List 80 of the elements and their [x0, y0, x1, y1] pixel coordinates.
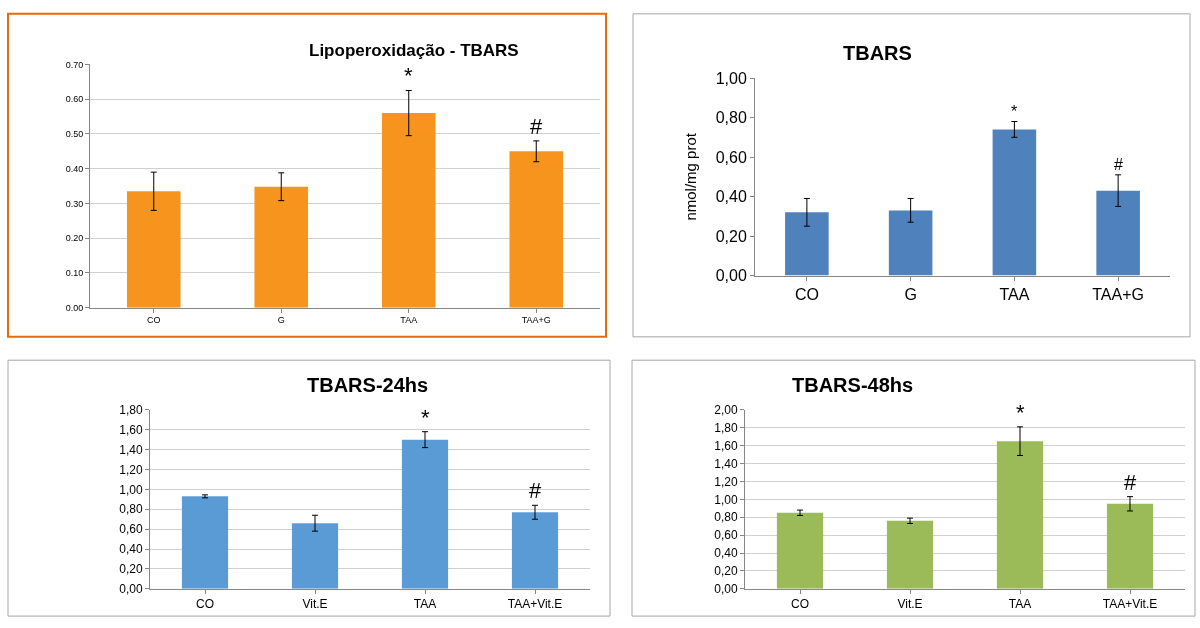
y-tick-label: 1,20 [119, 462, 143, 477]
x-tick-label: G [904, 285, 917, 303]
chart-title: Lipoperoxidação - TBARS [309, 41, 519, 60]
y-tick-label: 1,00 [119, 482, 143, 497]
bar [992, 129, 1037, 276]
x-tick-label: CO [791, 597, 809, 612]
bar [181, 496, 229, 589]
annotation: * [421, 405, 430, 430]
annotation: # [1114, 156, 1123, 173]
x-tick-label: CO [196, 597, 214, 612]
y-tick-label: 1,40 [119, 442, 143, 457]
bar [126, 191, 181, 308]
y-tick-label: 0,00 [715, 267, 747, 285]
y-tick-label: 0.00 [65, 302, 84, 313]
chart-title: TBARS-48hs [792, 374, 914, 396]
annotation: * [1011, 103, 1018, 120]
y-tick-label: 1,40 [714, 456, 738, 471]
annotation: # [1124, 470, 1137, 495]
bar [401, 439, 449, 589]
y-tick-label: 2,00 [714, 403, 738, 418]
x-tick-label: TAA [413, 597, 437, 612]
chart-title: TBARS [843, 42, 912, 64]
y-tick-label: 0,60 [715, 148, 747, 166]
annotation: * [1016, 400, 1025, 425]
y-tick-label: 1,00 [714, 492, 738, 507]
y-axis-title: nmol/mg prot [681, 132, 699, 221]
y-tick-label: 1,80 [119, 403, 143, 418]
bar [888, 210, 933, 276]
bar [509, 151, 564, 308]
x-tick-label: TAA [999, 285, 1030, 303]
bar [886, 520, 934, 589]
x-tick-label: TAA+G [1092, 285, 1144, 303]
bar [785, 212, 829, 276]
y-tick-label: 0.20 [65, 233, 84, 244]
x-tick-label: TAA [400, 315, 418, 326]
y-tick-label: 0,40 [714, 546, 738, 561]
bar [1106, 503, 1154, 589]
y-tick-label: 0,40 [715, 188, 747, 206]
y-tick-label: 0.30 [65, 198, 84, 209]
annotation: # [529, 478, 542, 503]
bar [1096, 190, 1140, 276]
y-tick-label: 0.60 [65, 94, 84, 105]
y-tick-label: 0,60 [119, 522, 143, 537]
y-tick-label: 1,20 [714, 474, 738, 489]
x-tick-label: CO [147, 315, 161, 326]
y-tick-label: 0,80 [715, 109, 747, 127]
y-tick-label: 0.50 [65, 129, 84, 140]
annotation: * [404, 63, 413, 88]
annotation: # [530, 114, 543, 139]
bar [996, 441, 1044, 589]
bar [254, 186, 309, 308]
y-tick-label: 0,40 [119, 542, 143, 557]
x-tick-label: Vit.E [302, 597, 328, 612]
y-tick-label: 0.70 [65, 59, 84, 70]
y-tick-label: 1,60 [714, 438, 738, 453]
x-tick-label: Vit.E [897, 597, 923, 612]
y-tick-label: 0,20 [714, 564, 738, 579]
y-tick-label: 0,00 [714, 582, 738, 597]
x-tick-label: G [277, 315, 285, 326]
y-tick-label: 0.10 [65, 268, 84, 279]
bar [291, 523, 339, 589]
y-tick-label: 1,00 [715, 69, 747, 87]
y-tick-label: 0,60 [714, 528, 738, 543]
bar [776, 512, 824, 589]
x-tick-label: CO [794, 285, 819, 303]
y-tick-label: 1,60 [119, 422, 143, 437]
y-tick-label: 0.40 [65, 163, 84, 174]
y-tick-label: 0,00 [119, 582, 143, 597]
x-tick-label: TAA+G [521, 315, 551, 326]
x-tick-label: TAA [1008, 597, 1032, 612]
y-tick-label: 0,20 [715, 227, 747, 245]
x-tick-label: TAA+Vit.E [507, 597, 563, 612]
bar [511, 512, 559, 589]
y-tick-label: 1,80 [714, 420, 738, 435]
chart-title: TBARS-24hs [307, 374, 429, 396]
y-tick-label: 0,80 [714, 510, 738, 525]
bar [381, 113, 436, 308]
x-tick-label: TAA+Vit.E [1102, 597, 1158, 612]
y-tick-label: 0,80 [119, 502, 143, 517]
y-tick-label: 0,20 [119, 562, 143, 577]
